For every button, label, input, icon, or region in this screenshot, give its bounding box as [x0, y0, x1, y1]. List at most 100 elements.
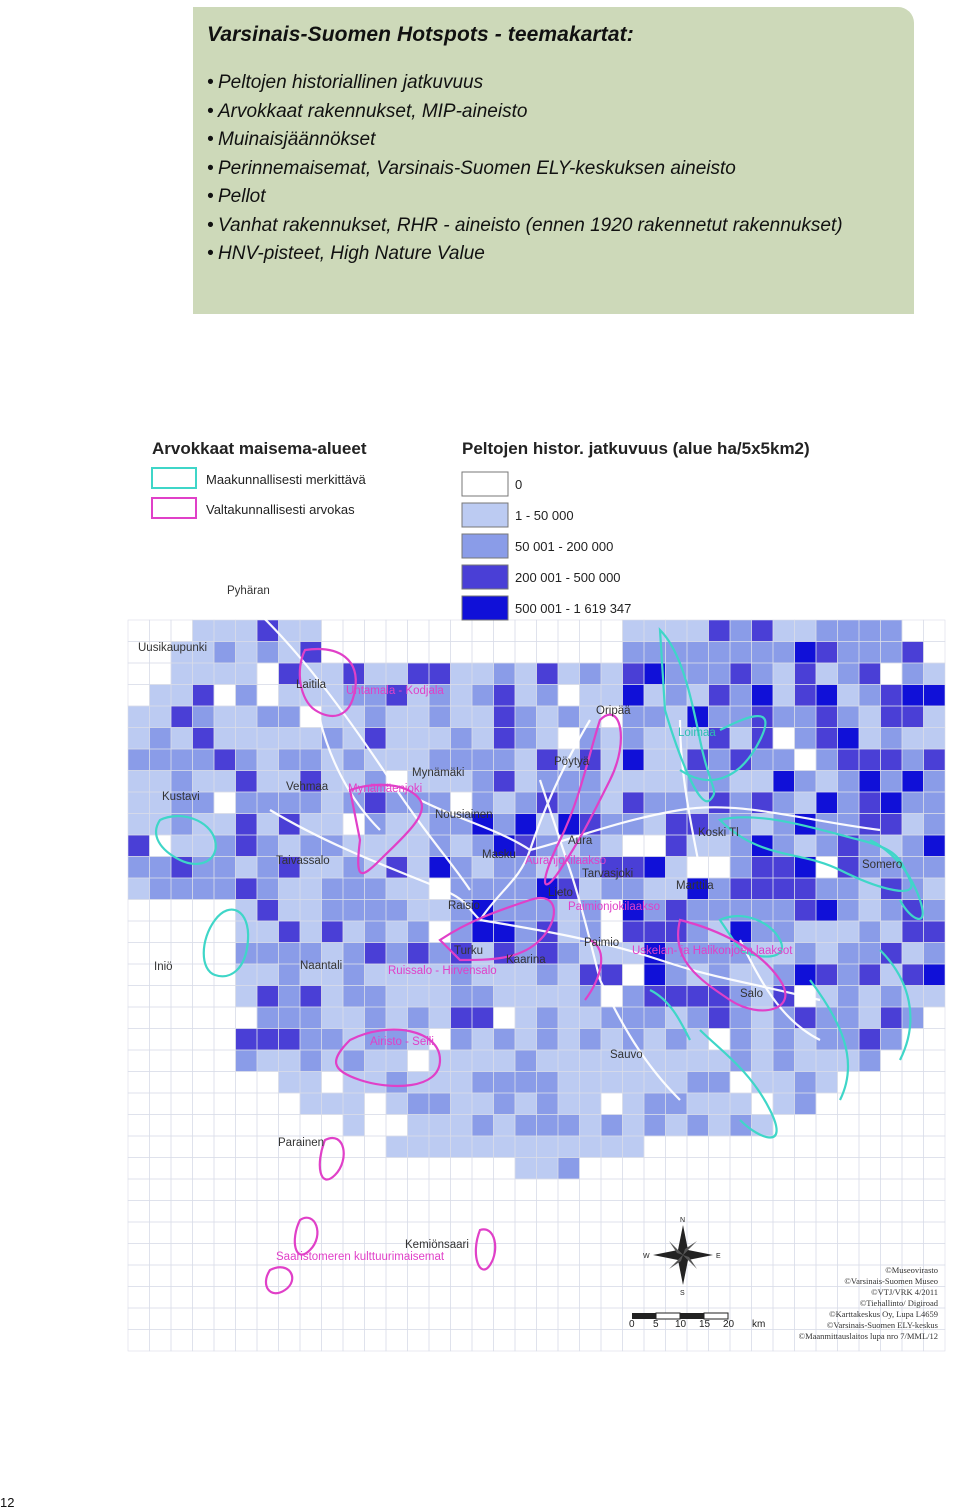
grid-cell — [321, 899, 343, 921]
grid-cell — [407, 1093, 429, 1115]
grid-cell — [687, 663, 709, 685]
grid-cell — [859, 985, 881, 1007]
grid-cell — [794, 856, 816, 878]
place-label: Ruissalo - Hirvensalo — [388, 965, 497, 977]
grid-cell — [601, 856, 623, 878]
grid-cell — [773, 1093, 795, 1115]
grid-cell — [644, 835, 666, 857]
grid-cell — [343, 1093, 365, 1115]
grid-cell — [450, 792, 472, 814]
grid-cell — [386, 813, 408, 835]
grid-cell — [794, 727, 816, 749]
grid-cell — [923, 942, 945, 964]
grid-cell — [493, 899, 515, 921]
grid-cell — [364, 684, 386, 706]
grid-cell — [730, 813, 752, 835]
grid-cell — [214, 749, 236, 771]
grid-cell — [515, 1157, 537, 1179]
grid-cell — [730, 749, 752, 771]
grid-cell — [902, 921, 924, 943]
grid-cell — [708, 835, 730, 857]
grid-cell — [515, 985, 537, 1007]
grid-cell — [579, 1050, 601, 1072]
grid-cell — [816, 921, 838, 943]
grid-cell — [214, 770, 236, 792]
grid-cell — [300, 856, 322, 878]
grid-cell — [859, 964, 881, 986]
grid-cell — [278, 964, 300, 986]
place-label: Masku — [482, 849, 516, 861]
scale-unit: km — [752, 1319, 765, 1330]
grid-cell — [730, 1028, 752, 1050]
grid-cell — [321, 878, 343, 900]
grid-cell — [257, 749, 279, 771]
grid-cell — [536, 1050, 558, 1072]
grid-cell — [171, 706, 193, 728]
grid-cell — [128, 856, 150, 878]
grid-cell — [644, 1114, 666, 1136]
grid-cell — [171, 641, 193, 663]
grid-cell — [278, 1050, 300, 1072]
grid-cell — [257, 942, 279, 964]
grid-cell — [235, 663, 257, 685]
grid-cell — [343, 985, 365, 1007]
grid-cell — [622, 1007, 644, 1029]
credit-line: ©Varsinais-Suomen ELY-keskus — [827, 1320, 938, 1330]
grid-cell — [536, 706, 558, 728]
grid-cell — [321, 663, 343, 685]
grid-cell — [149, 727, 171, 749]
grid-cell — [472, 1093, 494, 1115]
grid-cell — [321, 1093, 343, 1115]
grid-cell — [622, 684, 644, 706]
grid-cell — [644, 792, 666, 814]
grid-cell — [880, 899, 902, 921]
grid-cell — [407, 1050, 429, 1072]
grid-cell — [450, 684, 472, 706]
credit-line: ©Maanmittauslaitos lupa nro 7/MML/12 — [799, 1331, 938, 1341]
grid-cell — [235, 899, 257, 921]
grid-cell — [579, 749, 601, 771]
grid-cell — [923, 899, 945, 921]
grid-cell — [622, 706, 644, 728]
grid-cell — [558, 964, 580, 986]
grid-cell — [730, 1071, 752, 1093]
grid-cell — [837, 964, 859, 986]
grid-cell — [407, 1071, 429, 1093]
grid-cell — [644, 1028, 666, 1050]
grid-cell — [386, 727, 408, 749]
grid-cell — [407, 770, 429, 792]
regional-swatch — [151, 467, 197, 489]
grid-cell — [687, 878, 709, 900]
grid-cell — [794, 792, 816, 814]
place-label: Airisto - Seili — [370, 1036, 434, 1048]
grid-cell — [773, 792, 795, 814]
grid-cell — [601, 878, 623, 900]
grid-cell — [773, 1071, 795, 1093]
grid-cell — [708, 985, 730, 1007]
grid-cell — [192, 620, 214, 642]
grid-cell — [923, 835, 945, 857]
grid-cell — [278, 921, 300, 943]
grid-cell — [751, 942, 773, 964]
grid-cell — [472, 1114, 494, 1136]
grid-cell — [364, 856, 386, 878]
grid-cell — [386, 985, 408, 1007]
grid-cell — [665, 706, 687, 728]
grid-cell — [192, 706, 214, 728]
grid-cell — [407, 1007, 429, 1029]
list-item: • Pellot — [207, 186, 266, 207]
grid-cell — [450, 1071, 472, 1093]
grid-cell — [794, 835, 816, 857]
grid-cell — [429, 1136, 451, 1158]
grid-cell — [364, 942, 386, 964]
grid-cell — [192, 684, 214, 706]
place-label: Salo — [740, 988, 763, 1000]
grid-cell — [364, 964, 386, 986]
grid-cell — [708, 1093, 730, 1115]
grid-cell — [880, 727, 902, 749]
grid-cell — [644, 749, 666, 771]
grid-cell — [687, 1050, 709, 1072]
grid-cell — [622, 749, 644, 771]
grid-cell — [321, 985, 343, 1007]
grid-cell — [515, 1050, 537, 1072]
